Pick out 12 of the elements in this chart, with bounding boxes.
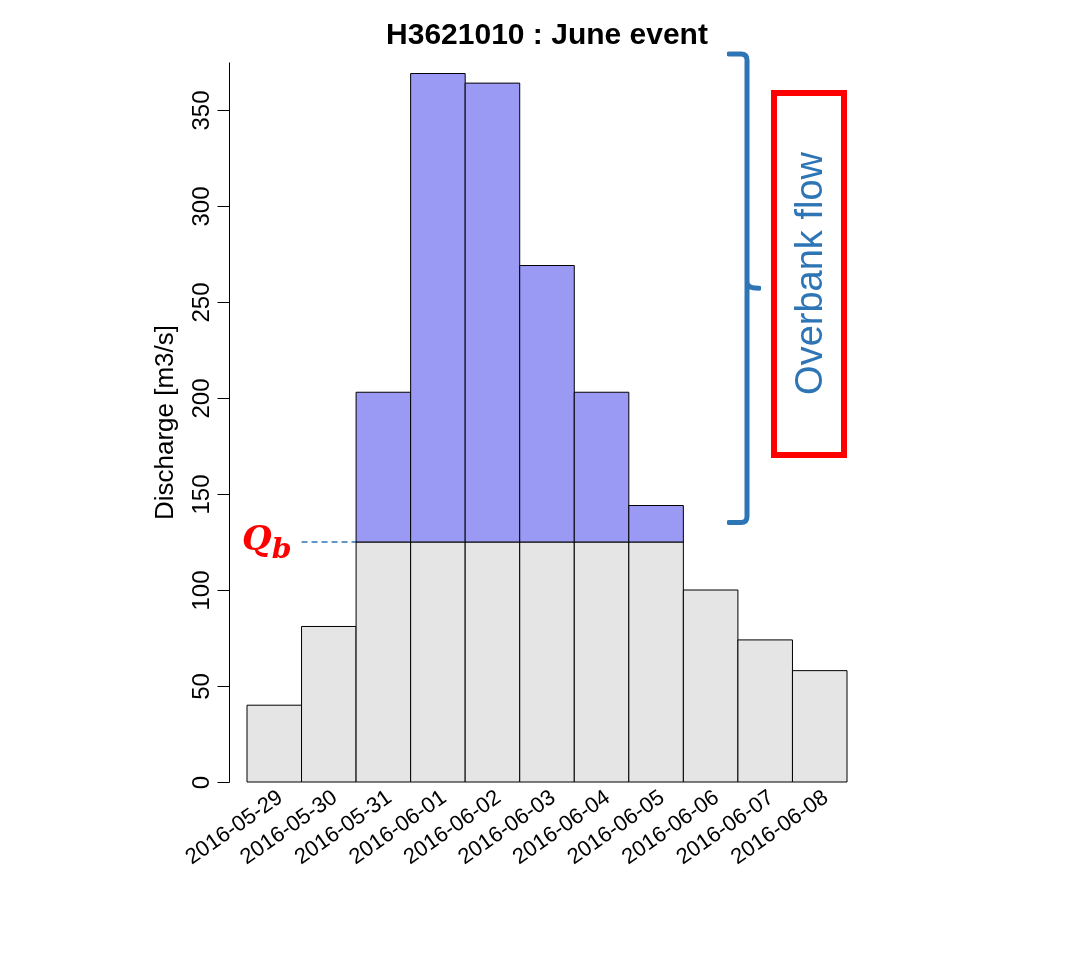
annotation: Overbank flow bbox=[787, 152, 831, 396]
y-tick-label: 250 bbox=[186, 282, 214, 323]
chart-title: H3621010 : June event bbox=[386, 17, 708, 50]
y-tick-label: 200 bbox=[186, 378, 214, 419]
y-tick-label: 350 bbox=[186, 90, 214, 131]
ref-line-label: Q$_{b}$ bbox=[242, 518, 292, 566]
y-tick-label: 0 bbox=[186, 775, 214, 790]
y-axis-title: Discharge [m3/s] bbox=[148, 324, 179, 521]
y-tick-label: 300 bbox=[186, 186, 214, 227]
y-tick-label: 100 bbox=[186, 570, 214, 611]
y-tick-label: 50 bbox=[186, 673, 214, 700]
y-tick-label: 150 bbox=[186, 474, 214, 515]
